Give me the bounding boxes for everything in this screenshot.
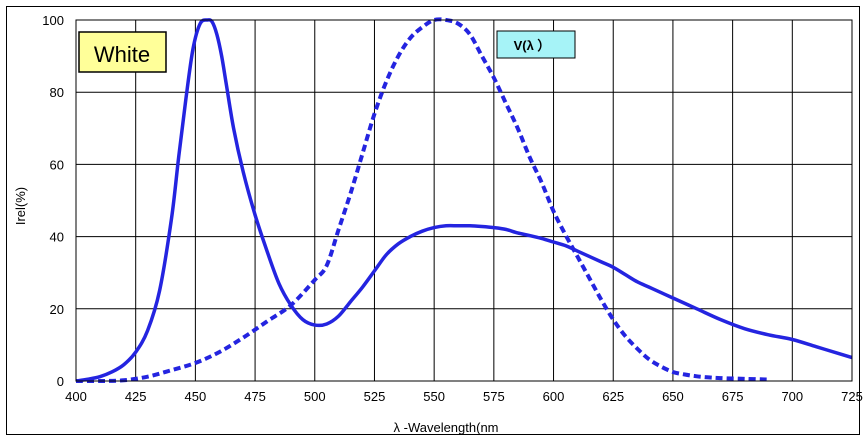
x-tick-label: 725: [841, 389, 863, 404]
tick-labels: 400 425 450 475 500 525 550 575 600 625 650 675 700 7…: [42, 13, 863, 404]
x-tick-label: 475: [244, 389, 266, 404]
x-tick-label: 600: [543, 389, 565, 404]
x-tick-label: 500: [304, 389, 326, 404]
solid-series-line: [75, 18, 853, 383]
chart-frame: [6, 6, 860, 435]
x-axis-label: λ -Wavelength(nm: [394, 420, 499, 435]
y-tick-label: 100: [42, 13, 64, 28]
legend-box-v-lambda: V(λ ）: [496, 30, 576, 59]
y-tick-label: 80: [50, 85, 64, 100]
y-tick-label: 20: [50, 302, 64, 317]
plot-area-border: [75, 19, 853, 382]
legend-v-lambda-label: V(λ ）: [514, 38, 551, 53]
x-tick-label: 625: [602, 389, 624, 404]
x-tick-label: 425: [125, 389, 147, 404]
legend-v-lambda-background: [496, 30, 576, 59]
x-tick-label: 700: [781, 389, 803, 404]
y-axis-label: Irel(%): [13, 187, 28, 225]
x-tick-label: 400: [65, 389, 87, 404]
series-group: [75, 17, 853, 384]
y-tick-label: 0: [57, 374, 64, 389]
x-tick-label: 550: [423, 389, 445, 404]
x-tick-label: 525: [364, 389, 386, 404]
y-tick-label: 40: [50, 230, 64, 245]
legend-white-background: [78, 31, 167, 73]
legend-box-white: White: [78, 31, 167, 73]
x-tick-label: 675: [722, 389, 744, 404]
x-tick-label: 450: [185, 389, 207, 404]
legend-white-label: White: [94, 42, 150, 67]
y-tick-label: 60: [50, 157, 64, 172]
x-tick-label: 650: [662, 389, 684, 404]
x-tick-label: 575: [483, 389, 505, 404]
